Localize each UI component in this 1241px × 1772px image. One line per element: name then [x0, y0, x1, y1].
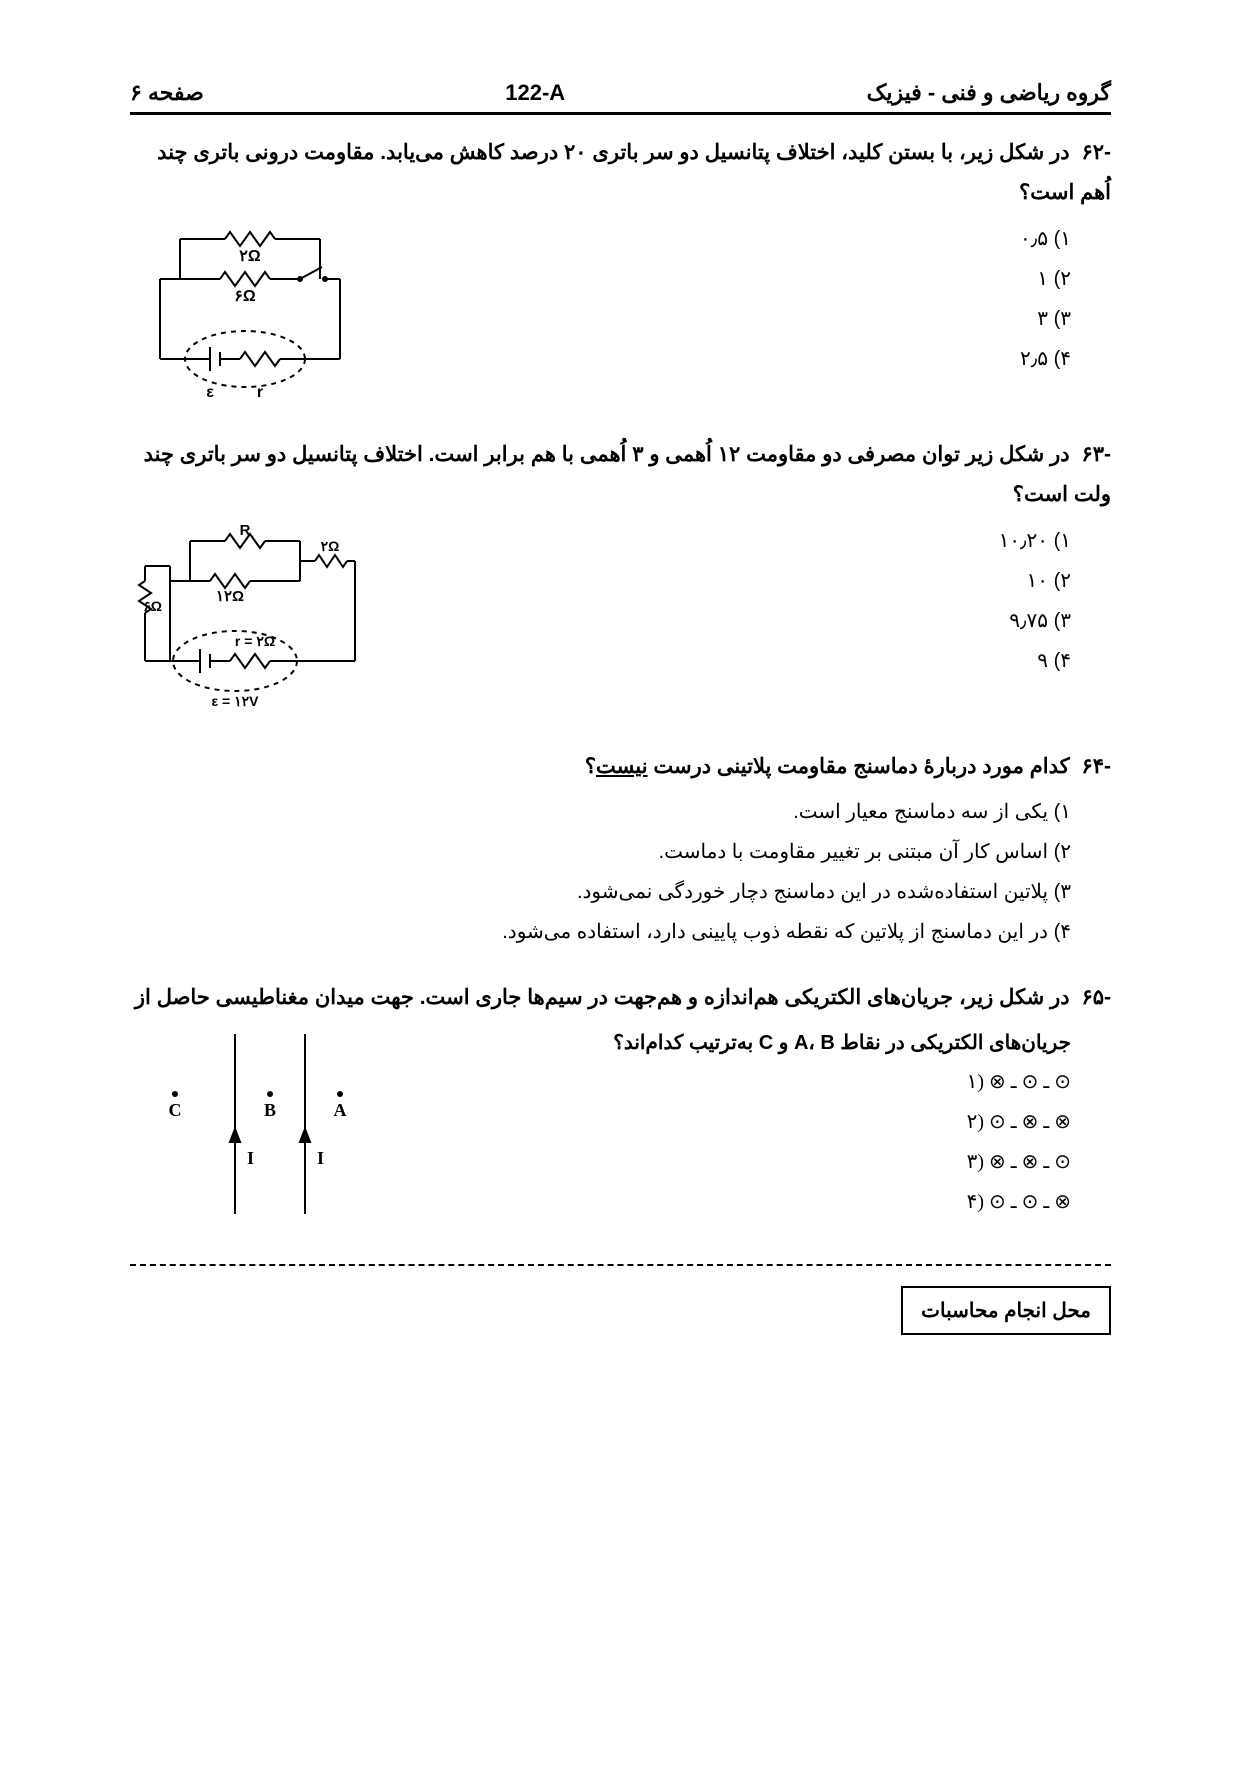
- q63-opt3: ۳) ۹٫۷۵: [400, 601, 1071, 641]
- q63-fig-R: R: [240, 522, 251, 539]
- q63-fig-r2: ۲Ω: [321, 538, 340, 554]
- question-64: -۶۴ کدام مورد دربارهٔ دماسنج مقاومت پلات…: [130, 747, 1111, 953]
- q65-text2: جریان‌های الکتریکی در نقاط A، B و C به‌ت…: [420, 1024, 1071, 1062]
- q62-fig-eps: ε: [206, 384, 214, 401]
- q64-opt1: ۱) یکی از سه دماسنج معیار است.: [130, 792, 1071, 832]
- q63-opt1: ۱) ۱۰٫۲۰: [400, 521, 1071, 561]
- q65-stem: -۶۵ در شکل زیر، جریان‌های الکتریکی هم‌ان…: [130, 978, 1111, 1018]
- q62-fig-r2: ۶Ω: [234, 288, 256, 305]
- q62-opt1: ۱) ۰٫۵: [400, 219, 1071, 259]
- q64-text-underline: نیست: [596, 755, 648, 778]
- q65-opt3: ۳) ⊗ ـ ⊗ ـ ⊙: [420, 1142, 1071, 1182]
- q64-opt4: ۴) در این دماسنج از پلاتین که نقطه ذوب پ…: [130, 912, 1071, 952]
- question-62: -۶۲ در شکل زیر، با بستن کلید، اختلاف پتا…: [130, 133, 1111, 409]
- q63-fig-eps: ε = ۱۲V: [212, 693, 260, 709]
- q63-options: ۱) ۱۰٫۲۰ ۲) ۱۰ ۳) ۹٫۷۵ ۴) ۹: [400, 521, 1111, 721]
- question-65: -۶۵ در شکل زیر، جریان‌های الکتریکی هم‌ان…: [130, 978, 1111, 1224]
- q64-opt2: ۲) اساس کار آن مبتنی بر تغییر مقاومت با …: [130, 832, 1071, 872]
- header-group: گروه ریاضی و فنی - فیزیک: [867, 80, 1111, 106]
- q63-fig-r6: ۶Ω: [143, 598, 162, 614]
- q63-fig-r12: ۱۲Ω: [216, 588, 244, 605]
- q64-opt3: ۳) پلاتین استفاده‌شده در این دماسنج دچار…: [130, 872, 1071, 912]
- q64-options: ۱) یکی از سه دماسنج معیار است. ۲) اساس ک…: [130, 792, 1111, 952]
- q65-fig-I1: I: [247, 1148, 254, 1168]
- q63-circuit-icon: R ۲Ω ۱۲Ω ۶Ω r = ۲Ω ε = ۱۲V: [130, 521, 370, 721]
- q63-opt4: ۴) ۹: [400, 641, 1071, 681]
- q62-circuit-icon: ۲Ω ۶Ω ε r: [140, 219, 360, 409]
- q62-number: -۶۲: [1081, 133, 1111, 173]
- q65-opt4: ۴) ⊙ ـ ⊙ ـ ⊗: [420, 1182, 1071, 1222]
- header-page: صفحه ۶: [130, 80, 204, 106]
- q63-stem: -۶۳ در شکل زیر توان مصرفی دو مقاومت ۱۲ ا…: [130, 435, 1111, 515]
- q65-opt2: ۲) ⊙ ـ ⊗ ـ ⊗: [420, 1102, 1071, 1142]
- page-header: گروه ریاضی و فنی - فیزیک 122-A صفحه ۶: [130, 80, 1111, 115]
- q64-text-post: ؟: [585, 755, 596, 778]
- q65-figure: A B C I I: [130, 1024, 390, 1224]
- q62-text: در شکل زیر، با بستن کلید، اختلاف پتانسیل…: [157, 141, 1111, 204]
- q65-text1: در شکل زیر، جریان‌های الکتریکی هم‌اندازه…: [135, 986, 1070, 1009]
- q62-opt2: ۲) ۱: [400, 259, 1071, 299]
- q65-fig-A: A: [334, 1100, 347, 1120]
- q62-opt3: ۳) ۳: [400, 299, 1071, 339]
- q64-number: -۶۴: [1081, 747, 1111, 787]
- q62-opt4: ۴) ۲٫۵: [400, 339, 1071, 379]
- page: گروه ریاضی و فنی - فیزیک 122-A صفحه ۶ -۶…: [0, 0, 1241, 1772]
- q65-fig-I2: I: [317, 1148, 324, 1168]
- q63-text: در شکل زیر توان مصرفی دو مقاومت ۱۲ اُهمی…: [144, 443, 1111, 506]
- calc-area-label: محل انجام محاسبات: [901, 1286, 1111, 1335]
- q62-stem: -۶۲ در شکل زیر، با بستن کلید، اختلاف پتا…: [130, 133, 1111, 213]
- q63-number: -۶۳: [1081, 435, 1111, 475]
- q65-fig-B: B: [264, 1100, 276, 1120]
- q63-figure: R ۲Ω ۱۲Ω ۶Ω r = ۲Ω ε = ۱۲V: [130, 521, 370, 721]
- q62-options: ۱) ۰٫۵ ۲) ۱ ۳) ۳ ۴) ۲٫۵: [400, 219, 1111, 409]
- q63-opt2: ۲) ۱۰: [400, 561, 1071, 601]
- q65-wires-icon: A B C I I: [135, 1024, 385, 1224]
- q65-options-wrap: جریان‌های الکتریکی در نقاط A، B و C به‌ت…: [420, 1024, 1111, 1224]
- header-code: 122-A: [505, 80, 565, 106]
- q64-text-pre: کدام مورد دربارهٔ دماسنج مقاومت پلاتینی …: [648, 755, 1070, 778]
- q62-fig-r: r: [257, 384, 263, 401]
- dashed-divider: [130, 1264, 1111, 1266]
- q62-fig-r1: ۲Ω: [239, 248, 261, 265]
- question-63: -۶۳ در شکل زیر توان مصرفی دو مقاومت ۱۲ ا…: [130, 435, 1111, 721]
- q65-fig-C: C: [169, 1100, 182, 1120]
- q62-figure: ۲Ω ۶Ω ε r: [130, 219, 370, 409]
- q63-fig-rint: r = ۲Ω: [235, 633, 275, 649]
- q65-number: -۶۵: [1081, 978, 1111, 1018]
- q64-stem: -۶۴ کدام مورد دربارهٔ دماسنج مقاومت پلات…: [130, 747, 1111, 787]
- q65-opt1: ۱) ⊗ ـ ⊙ ـ ⊙: [420, 1062, 1071, 1102]
